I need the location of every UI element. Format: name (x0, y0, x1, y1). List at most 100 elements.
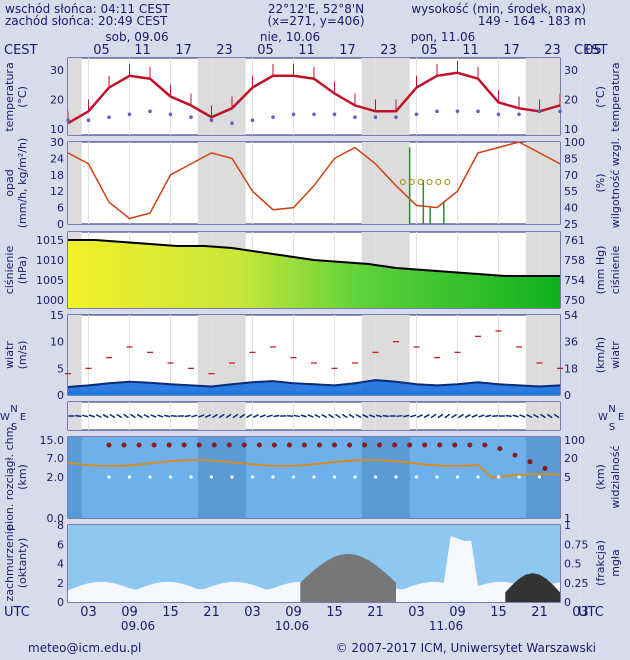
hour-label-top: 23 (216, 43, 233, 58)
hour-label-bottom: 21 (531, 605, 548, 620)
wind-direction-arrow (259, 414, 266, 418)
hour-label-bottom: 03 (80, 605, 97, 620)
cloud-top-dot (107, 475, 111, 479)
convective-marker (399, 179, 406, 185)
night-band (525, 58, 560, 135)
wind-direction-arrow (314, 413, 321, 419)
dew-point-dot (496, 112, 501, 117)
cloud-base-dot (452, 442, 458, 448)
humidity-tick-right: 70 (564, 169, 578, 182)
hour-label-top: 05 (421, 43, 438, 58)
cloud-base-dot (166, 442, 172, 448)
wind-direction-arrow (341, 413, 348, 419)
dew-point-dot (394, 115, 398, 120)
wind-direction-arrow (102, 413, 109, 419)
temp-tick-right: 10 (564, 123, 578, 136)
compass-w: W (598, 412, 608, 423)
precip-tick-left: 0 (57, 218, 64, 231)
convective-marker (444, 179, 451, 185)
cloud-base-dot (497, 446, 503, 452)
wind-direction-arrow (246, 413, 253, 419)
cloud-base-dot (527, 459, 533, 465)
cloud-base-dot (226, 442, 232, 448)
wind-direction-arrow (403, 414, 410, 418)
wind-direction-arrow (321, 413, 328, 419)
vis-tick-right: 20 (564, 452, 578, 465)
wind-direction-arrow (109, 413, 116, 419)
wind-tick-right: 36 (564, 336, 578, 349)
cloud-top-dot (209, 475, 214, 479)
wind-direction-arrow (416, 414, 423, 418)
dew-point-dot (476, 109, 480, 114)
day-label-top: pon, 11.06 (411, 30, 476, 44)
fog-tick-right: 1 (564, 519, 571, 532)
right-axis-unit: (%) (594, 173, 607, 192)
day-label-top: nie, 10.06 (260, 30, 320, 44)
right-axis-label: mgła (609, 549, 622, 577)
wind-direction-arrow (81, 414, 89, 418)
pressure-tick-right: 758 (564, 254, 585, 267)
wind-direction-arrow (505, 414, 512, 418)
temp-tick-left: 20 (50, 93, 64, 106)
right-axis-label: wilgotność wzgl. (609, 138, 622, 228)
left-axis-label: ciśnienie (3, 246, 16, 295)
grid-text: (x=271, y=406) (267, 14, 364, 28)
cloud-top-dot (435, 475, 439, 479)
vis-tick-right: 5 (564, 471, 571, 484)
wind-direction-arrow (553, 413, 560, 419)
wind-direction-arrow (198, 414, 205, 418)
night-band (68, 142, 82, 224)
dew-point-dot (353, 115, 357, 120)
wind-direction-arrow (130, 413, 136, 419)
panel-precip (67, 141, 581, 225)
hour-label-bottom: 09 (449, 605, 466, 620)
cloud-top-dot (189, 475, 193, 479)
hour-label-top: 05 (93, 43, 110, 58)
night-band (361, 142, 410, 224)
cloud-base-dot (482, 442, 488, 448)
wind-direction-arrow (75, 414, 82, 418)
night-band-vis (68, 437, 82, 518)
dew-point-dot (86, 118, 91, 122)
wind-direction-arrow (225, 413, 232, 419)
cloud-base-dot (407, 442, 413, 448)
cloud-top-dot (230, 475, 234, 479)
precip-tick-left: 24 (50, 152, 64, 165)
night-band (197, 315, 246, 395)
dew-point-dot (435, 109, 439, 114)
sunset-text: zachód słońca: 20:49 CEST (5, 14, 168, 28)
wind-direction-arrow (430, 413, 437, 419)
temperature-line (67, 71, 561, 125)
cloud-top-dot (373, 475, 378, 479)
cloud-base-dot (362, 442, 368, 448)
cloud-base-dot (347, 442, 353, 448)
pressure-tick-left: 1000 (36, 294, 64, 307)
cloud-top-dot (537, 475, 542, 479)
night-band (68, 58, 82, 135)
wind-direction-arrow (300, 414, 307, 418)
wind-direction-arrow (170, 414, 177, 418)
hour-label-bottom: 03 (408, 605, 425, 620)
cloud-base-dot (542, 465, 548, 471)
dew-point-dot (455, 109, 460, 114)
dew-point-dot (209, 118, 214, 122)
wind-direction-arrow (478, 414, 485, 418)
left-axis-label: pion. rozciągł. chm. (3, 423, 16, 531)
cloud-tick-left: 0 (57, 596, 64, 609)
cloud-base-dot (151, 442, 157, 448)
cloud-base-dot (332, 442, 337, 448)
wind-direction-arrow (396, 414, 403, 418)
dew-point-dot (66, 118, 70, 122)
humidity-tick-right: 25 (564, 218, 578, 231)
wind-direction-arrow (335, 413, 341, 419)
panel-temperature (67, 57, 581, 136)
dew-point-dot (168, 112, 173, 117)
cloud-base-dot (377, 442, 383, 448)
hour-label-top: 17 (503, 43, 520, 58)
wind-tick-right: 18 (564, 362, 578, 375)
dew-point-dot (148, 109, 152, 114)
wind-direction-arrow (266, 414, 273, 418)
hour-label-top: 23 (544, 43, 561, 58)
night-band (68, 402, 82, 430)
wind-direction-arrow (457, 413, 464, 419)
